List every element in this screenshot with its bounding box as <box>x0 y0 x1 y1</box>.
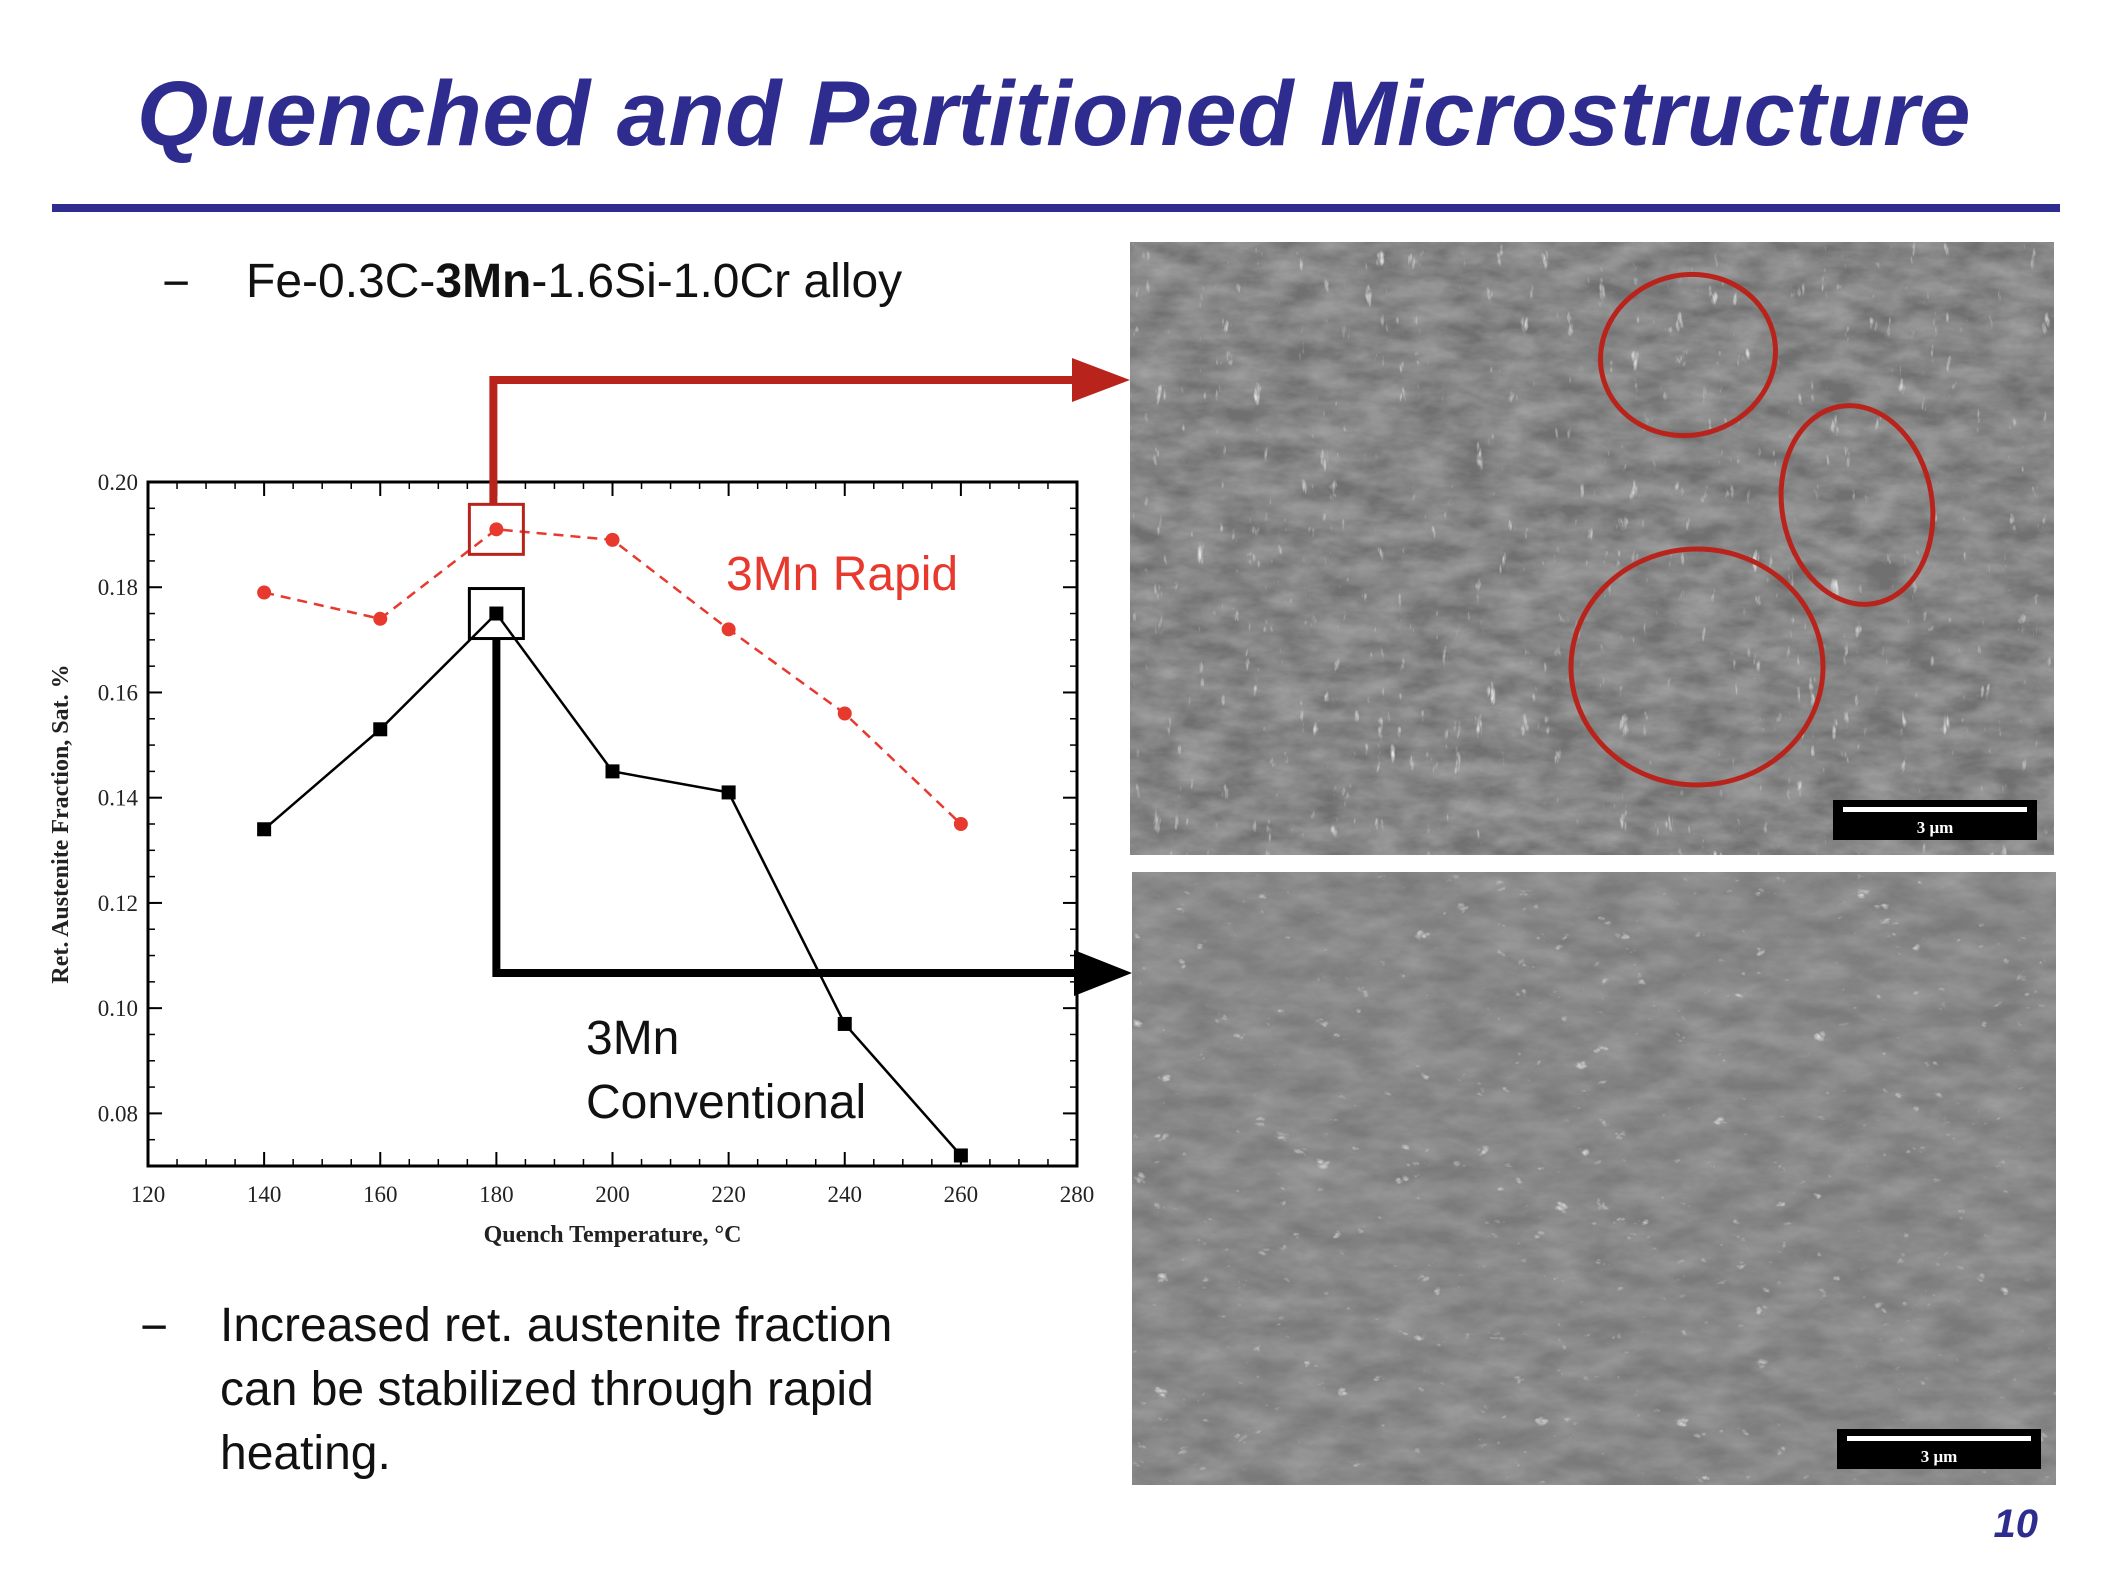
conventional-label-line2: Conventional <box>586 1076 867 1129</box>
data-point-rapid <box>721 622 736 637</box>
rapid-highlight-box <box>467 502 525 556</box>
title-divider <box>52 204 2060 212</box>
rapid-callout-arrow-line <box>489 376 1080 504</box>
x-tick-label: 180 <box>479 1182 514 1207</box>
y-tick-label: 0.18 <box>98 575 138 600</box>
sem-image-rapid <box>1130 242 2054 855</box>
data-point-rapid <box>837 706 852 721</box>
scale-bar-label: 3 μm <box>1916 818 1954 837</box>
scale-bar-top: 3 μm <box>1833 800 2037 840</box>
data-point-rapid <box>605 532 620 547</box>
data-point-rapid <box>257 585 272 600</box>
highlight-ellipse <box>1778 403 1936 607</box>
page-number: 10 <box>1993 1502 2039 1546</box>
alloy-text-part3: -1.6Si-1.0Cr alloy <box>531 255 903 308</box>
alloy-bullet: Fe-0.3C-3Mn-1.6Si-1.0Cr alloy <box>246 250 902 314</box>
slide-title: Quenched and Partitioned Microstructure <box>136 63 1972 165</box>
x-tick-label: 160 <box>363 1182 398 1207</box>
x-tick-label: 260 <box>944 1182 979 1207</box>
scale-bar-label: 3 μm <box>1920 1447 1958 1466</box>
alloy-text-part1: Fe-0.3C- <box>246 255 436 308</box>
data-point-conventional <box>605 764 620 779</box>
bullet-dash: − <box>162 257 191 310</box>
conclusion-line: heating. <box>220 1427 391 1480</box>
sem-texture <box>1130 242 2054 855</box>
rapid-series-label: 3Mn Rapid <box>726 548 959 601</box>
data-point-conventional <box>373 722 388 737</box>
sem-image-conventional <box>1132 872 2056 1485</box>
highlight-ellipse <box>1598 271 1778 439</box>
conclusion-line: Increased ret. austenite fraction <box>220 1299 893 1352</box>
data-point-rapid <box>489 522 504 537</box>
conclusion-line: can be stabilized through rapid <box>220 1363 874 1416</box>
x-axis-label: Quench Temperature, °C <box>484 1222 742 1248</box>
scale-bar-line <box>1843 807 2027 812</box>
x-tick-label: 280 <box>1060 1182 1095 1207</box>
data-point-rapid <box>953 817 968 831</box>
conventional-label-line1: 3Mn <box>586 1012 680 1065</box>
conventional-callout-arrowhead <box>1074 950 1132 996</box>
data-point-conventional <box>489 606 504 621</box>
x-tick-label: 120 <box>131 1182 166 1207</box>
y-tick-label: 0.20 <box>98 470 138 495</box>
highlight-ellipse <box>1568 546 1826 788</box>
conventional-callout-arrow-line <box>492 639 1080 977</box>
y-axis-label: Ret. Austenite Fraction, Sat. % <box>48 664 74 983</box>
y-tick-label: 0.16 <box>98 680 138 705</box>
conventional-highlight-box <box>467 587 525 641</box>
y-tick-label: 0.12 <box>98 891 138 916</box>
x-tick-label: 220 <box>711 1182 746 1207</box>
y-tick-label: 0.08 <box>98 1101 138 1126</box>
y-tick-label: 0.14 <box>98 786 139 811</box>
scale-bar-bottom: 3 μm <box>1837 1429 2041 1469</box>
x-tick-label: 140 <box>247 1182 282 1207</box>
conclusion-bullet: Increased ret. austenite fraction can be… <box>220 1294 892 1486</box>
x-tick-label: 200 <box>595 1182 630 1207</box>
alloy-text-bold: 3Mn <box>435 255 532 308</box>
x-tick-label: 240 <box>828 1182 863 1207</box>
bullet-dash: − <box>140 1301 169 1354</box>
data-point-rapid <box>373 611 388 626</box>
data-point-conventional <box>721 785 736 800</box>
scale-bar-line <box>1847 1436 2031 1441</box>
y-tick-label: 0.10 <box>98 996 138 1021</box>
rapid-callout-arrowhead <box>1072 358 1130 402</box>
data-point-conventional <box>837 1016 852 1031</box>
sem-texture <box>1132 872 2056 1485</box>
data-point-conventional <box>257 822 272 837</box>
data-point-conventional <box>953 1148 968 1163</box>
